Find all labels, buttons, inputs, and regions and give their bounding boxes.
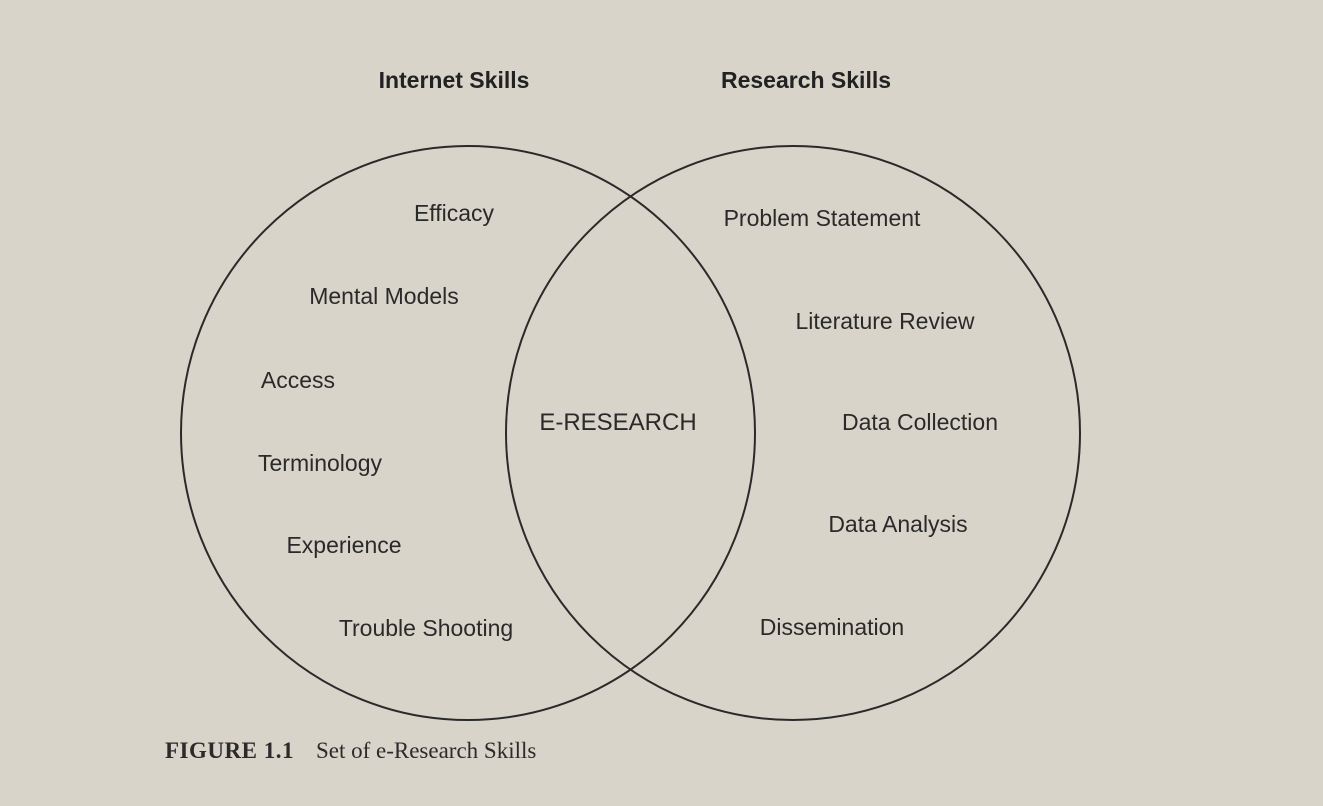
intersection-label: E-RESEARCH (539, 409, 696, 436)
internet-skills-circle (180, 145, 756, 721)
figure-title: Set of e-Research Skills (315, 738, 537, 763)
research-skills-circle (505, 145, 1081, 721)
internet-skill-efficacy: Efficacy (414, 200, 495, 226)
internet-skills-title: Internet Skills (379, 67, 530, 93)
research-skill-problem-statement: Problem Statement (724, 205, 921, 231)
internet-skill-trouble-shooting: Trouble Shooting (339, 615, 513, 641)
research-skill-data-analysis: Data Analysis (828, 511, 967, 537)
figure-caption: FIGURE 1.1 Set of e-Research Skills (165, 738, 536, 764)
internet-skill-mental-models: Mental Models (309, 283, 459, 309)
internet-skill-access: Access (261, 367, 335, 393)
research-skills-title: Research Skills (721, 67, 891, 93)
internet-skill-terminology: Terminology (258, 450, 382, 476)
research-skill-data-collection: Data Collection (842, 409, 998, 435)
research-skill-literature-review: Literature Review (796, 308, 975, 334)
figure-number: FIGURE 1.1 (165, 738, 294, 763)
research-skill-dissemination: Dissemination (760, 614, 904, 640)
internet-skill-experience: Experience (286, 532, 401, 558)
